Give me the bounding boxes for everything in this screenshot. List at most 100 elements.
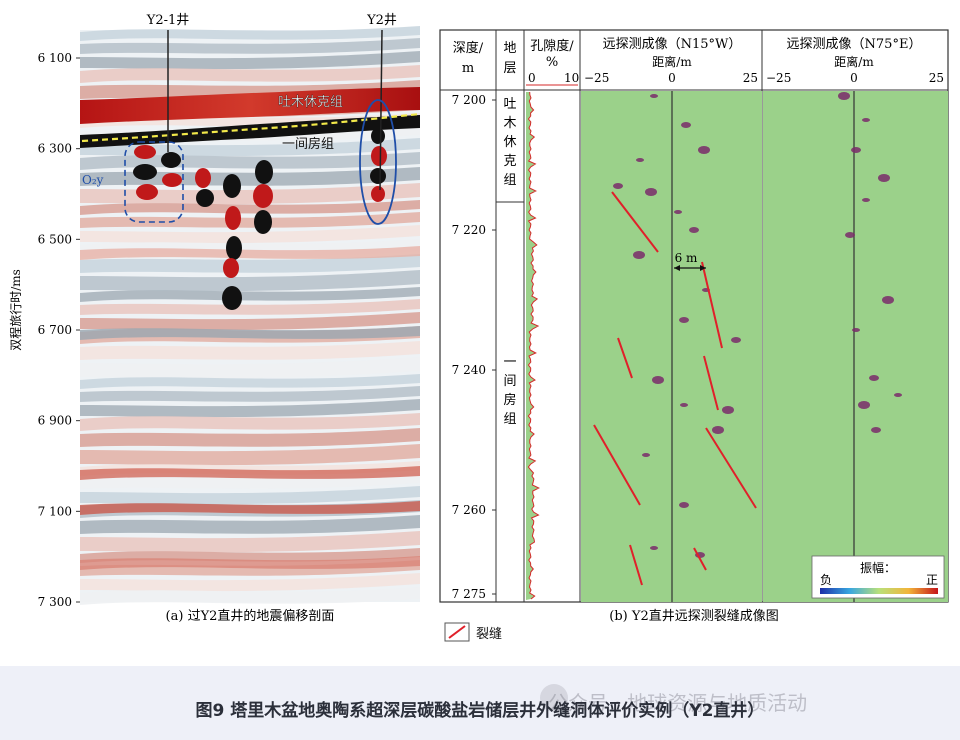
imaging-anomaly — [679, 317, 689, 323]
seismic-anomaly — [223, 258, 239, 278]
seismic-band — [80, 466, 420, 480]
seismic-y-tick-label: 7 100 — [38, 504, 72, 518]
fracture-legend-swatch — [444, 622, 470, 642]
seismic-y-tick-label: 6 300 — [38, 142, 72, 156]
seismic-anomaly — [134, 145, 156, 159]
image-n75e-background — [763, 91, 948, 602]
seismic-band — [80, 399, 420, 418]
imaging-anomaly — [613, 183, 623, 189]
well-y2-label: Y2井 — [366, 13, 397, 28]
imaging-anomaly — [845, 232, 855, 238]
imaging-anomaly — [894, 393, 902, 397]
fracture-line — [629, 544, 643, 586]
cavity-zone-ellipse — [359, 99, 397, 225]
imaging-anomaly — [650, 94, 658, 98]
header-porosity: 孔隙度/ — [530, 38, 574, 54]
depth-tick-label: 7 275 — [452, 587, 486, 601]
seismic-anomaly — [195, 168, 211, 188]
depth-tick-label: 7 220 — [452, 223, 486, 237]
caption-band — [0, 666, 960, 740]
seismic-y-tick-label: 6 900 — [38, 414, 72, 428]
seismic-band — [80, 357, 420, 379]
imaging-anomaly — [869, 375, 879, 381]
dist-tick-n75e-minus25: −25 — [766, 71, 791, 85]
imaging-anomaly — [642, 453, 650, 457]
seismic-band — [80, 413, 420, 431]
cavity-zone-dashed-outline — [124, 141, 184, 223]
imaging-anomaly — [851, 147, 861, 153]
header-strata-2: 层 — [503, 61, 516, 76]
imaging-anomaly — [652, 376, 664, 384]
porosity-tick-0: 0 — [528, 71, 536, 85]
seismic-band — [80, 515, 420, 534]
distance-label-n15w: 距离/m — [652, 54, 692, 69]
seismic-y-tick-label: 6 700 — [38, 323, 72, 337]
seismic-y-axis-label: 双程旅行时/ms — [8, 269, 23, 351]
seismic-band — [80, 65, 420, 83]
seismic-anomaly — [255, 160, 273, 184]
imaging-anomaly — [858, 401, 870, 409]
seismic-anomaly — [253, 184, 273, 208]
fracture-line — [703, 355, 719, 411]
porosity-curve — [527, 91, 540, 600]
imaging-anomaly — [852, 328, 860, 332]
fracture-line — [701, 261, 723, 349]
seismic-band — [80, 287, 420, 302]
seismic-band — [80, 138, 420, 157]
depth-axis: 7 200 7 220 7 240 7 260 7 275 — [452, 93, 496, 601]
seismic-anomaly — [133, 164, 157, 180]
label-yijianfang-formation: 一间房组 — [282, 136, 334, 152]
strata-upper-c4: 克 — [503, 154, 516, 169]
imaging-anomaly — [633, 251, 645, 259]
dist-tick-n15w-25: 25 — [743, 71, 758, 85]
fracture-line — [617, 337, 633, 379]
seismic-section-panel: Y2-1井 Y2井 吐木休克组 一间房组 O₂y 6 100 6 300 6 500… — [8, 13, 421, 624]
imaging-anomaly — [731, 337, 741, 343]
depth-tick-label: 7 260 — [452, 503, 486, 517]
depth-tick-label: 7 200 — [452, 93, 486, 107]
horizon-red-reflector — [80, 87, 420, 124]
seismic-band — [80, 326, 420, 340]
depth-tick-label: 7 240 — [452, 363, 486, 377]
well-imaging-panel: 深度/ m 地 层 孔隙度/ % 0 10 远探测成像（N15°W） 远探测成像… — [439, 29, 949, 624]
amplitude-colorbar — [820, 588, 938, 594]
imaging-anomaly — [722, 406, 734, 414]
seismic-band — [80, 51, 420, 70]
strata-upper-c2: 木 — [503, 116, 516, 131]
amplitude-pos: 正 — [926, 573, 938, 587]
well-y2-1-label: Y2-1井 — [146, 13, 190, 28]
seismic-band — [80, 486, 420, 505]
distance-label-n75e: 距离/m — [834, 54, 874, 69]
imaging-anomaly — [679, 502, 689, 508]
seismic-band — [80, 225, 420, 244]
seismic-band — [80, 341, 420, 360]
seismic-band — [80, 312, 420, 331]
strata-upper-c3: 休 — [503, 135, 516, 150]
seismic-y-tick-label: 6 500 — [38, 232, 72, 246]
imaging-anomaly — [645, 188, 657, 196]
seismic-anomaly — [370, 168, 386, 184]
seismic-anomalies — [133, 128, 387, 310]
seismic-anomaly — [162, 173, 182, 187]
imaging-anomaly — [689, 227, 699, 233]
dist-tick-n75e-0: 0 — [850, 71, 858, 85]
porosity-curve-fill — [526, 92, 539, 600]
imaging-anomaly — [871, 427, 881, 433]
dist-tick-n15w-0: 0 — [668, 71, 676, 85]
seismic-band — [80, 200, 420, 215]
spacing-label: 6 m — [675, 251, 698, 265]
watermark: 公众号 · 地球资源与地质活动 — [548, 691, 808, 715]
imaging-anomaly — [680, 403, 688, 407]
seismic-band — [80, 573, 420, 592]
seismic-band — [80, 386, 420, 402]
seismic-band — [80, 38, 420, 54]
strata-upper-c5: 组 — [503, 173, 516, 188]
fracture-line — [593, 424, 641, 506]
seismic-band — [80, 587, 420, 605]
seismic-anomaly — [226, 236, 242, 260]
amplitude-neg: 负 — [820, 573, 832, 587]
seismic-band — [80, 473, 420, 489]
panel-a-caption: (a) 过Y2直井的地震偏移剖面 — [166, 608, 335, 624]
well-y2-trajectory — [379, 29, 383, 191]
imaging-anomaly — [878, 174, 890, 182]
